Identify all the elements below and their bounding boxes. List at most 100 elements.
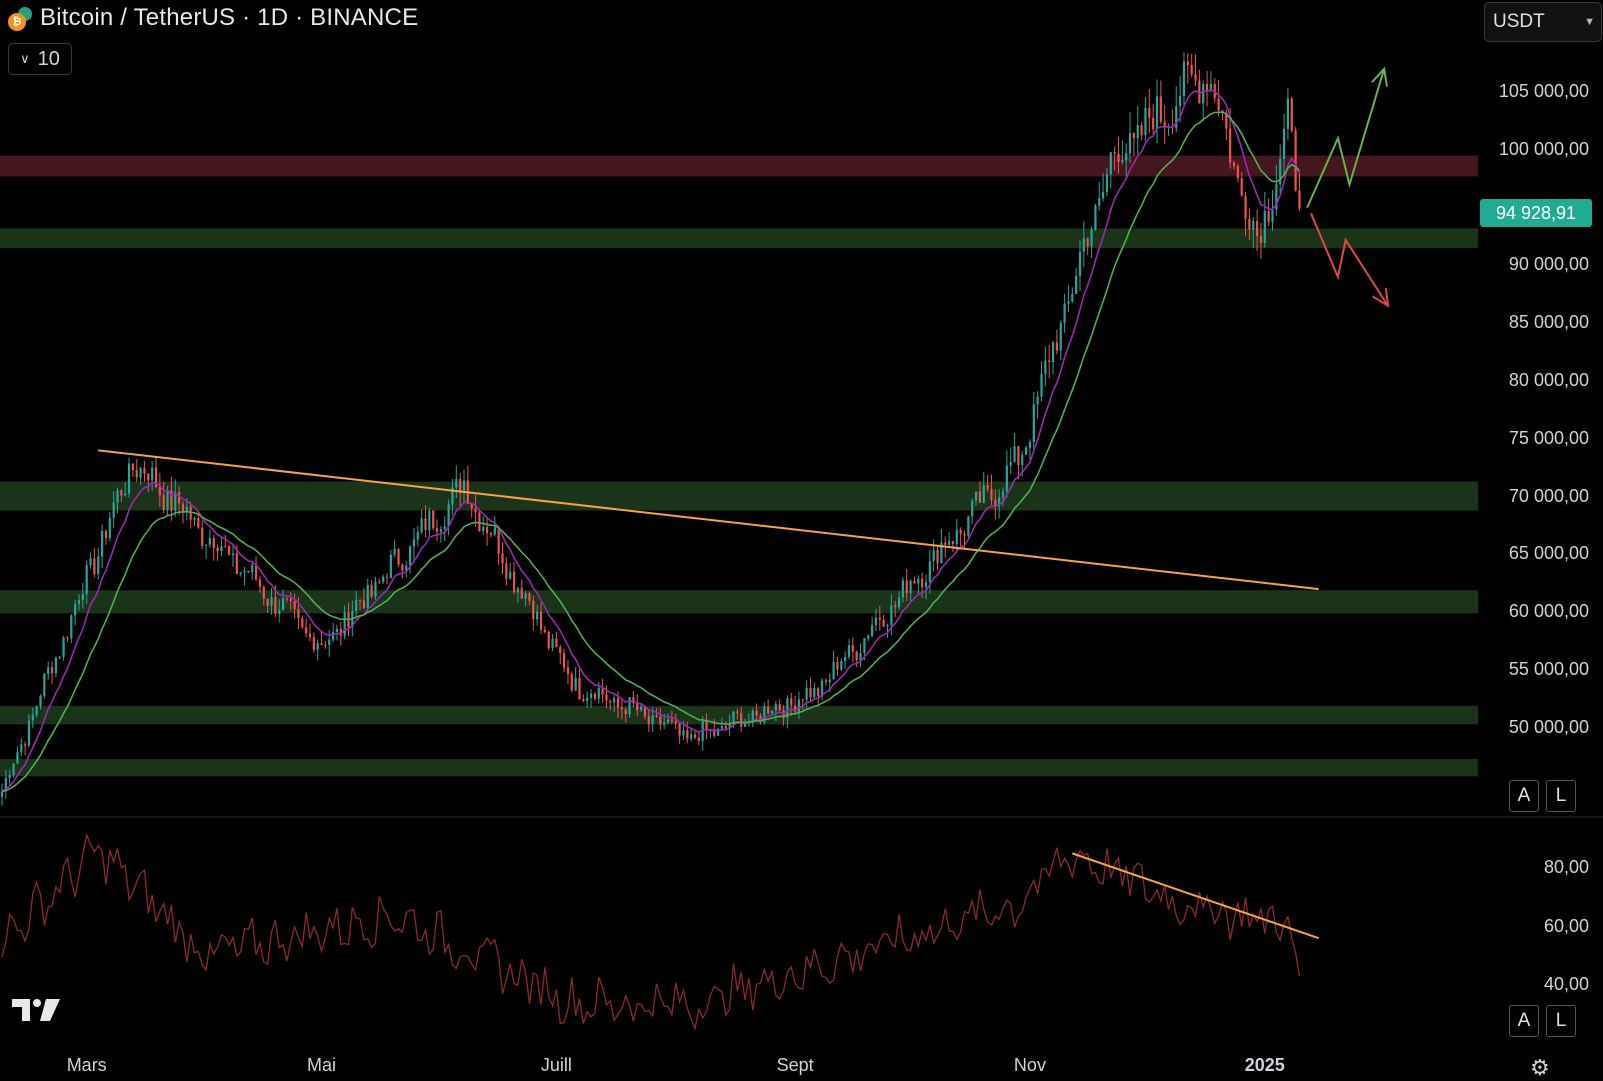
- candle-body: [759, 715, 762, 723]
- candle-body: [320, 643, 323, 645]
- candle: [420, 509, 423, 535]
- candle-body: [358, 599, 362, 601]
- candle: [174, 479, 177, 517]
- candle-body: [1209, 84, 1212, 91]
- candle: [1290, 96, 1293, 133]
- currency-select[interactable]: USDT ▼: [1484, 2, 1602, 42]
- candle: [871, 616, 874, 638]
- drawings-layer: [98, 66, 1390, 591]
- candle-body: [1179, 96, 1182, 106]
- candle-body: [755, 710, 758, 716]
- candle-body: [539, 611, 543, 630]
- candle-body: [524, 593, 527, 599]
- candle-body: [828, 679, 831, 683]
- candle: [1051, 340, 1055, 375]
- candle: [647, 709, 650, 732]
- tradingview-logo-icon[interactable]: [12, 997, 62, 1023]
- candle-body: [974, 491, 978, 501]
- candle-body: [774, 704, 777, 711]
- candle: [1105, 168, 1109, 197]
- candle: [693, 729, 697, 740]
- candle-body: [1136, 125, 1139, 139]
- candle: [547, 630, 550, 651]
- candle-body: [786, 698, 789, 718]
- candle: [1086, 237, 1089, 256]
- candle: [613, 695, 616, 713]
- candle-body: [701, 721, 704, 742]
- candle: [389, 550, 392, 579]
- candle: [1128, 112, 1132, 163]
- candle: [932, 539, 935, 572]
- candle-body: [297, 609, 300, 619]
- candle: [1271, 190, 1274, 231]
- candle: [1279, 144, 1282, 196]
- candle: [1055, 329, 1058, 355]
- candle: [1267, 198, 1270, 227]
- candle-body: [932, 550, 935, 562]
- log-scale-button[interactable]: L: [1546, 780, 1576, 812]
- candle-body: [951, 541, 955, 544]
- candle-body: [998, 497, 1001, 507]
- settings-gear-icon[interactable]: ⚙: [1530, 1055, 1550, 1080]
- candle: [917, 575, 920, 595]
- candle: [8, 769, 11, 787]
- rsi-log-scale-button[interactable]: L: [1546, 1005, 1576, 1037]
- candle: [543, 626, 546, 634]
- candle-body: [270, 597, 273, 606]
- candle-body: [836, 661, 839, 670]
- candle: [555, 631, 558, 648]
- candle: [986, 475, 989, 493]
- price-axis-label: 105 000,00: [1498, 81, 1589, 101]
- candle: [451, 478, 454, 516]
- candle-body: [478, 512, 481, 532]
- candle-body: [928, 561, 931, 583]
- candle: [971, 498, 974, 524]
- candle: [1109, 152, 1112, 189]
- chevron-down-icon: ∨: [20, 51, 30, 66]
- candle: [820, 677, 824, 701]
- candle-body: [174, 492, 177, 511]
- candle-body: [1086, 238, 1089, 247]
- candle: [239, 572, 242, 577]
- candle: [1013, 433, 1016, 463]
- candle: [358, 599, 362, 611]
- candle-body: [316, 643, 319, 650]
- candle-body: [1217, 98, 1220, 111]
- candle-body: [4, 777, 7, 792]
- candle-body: [528, 593, 531, 601]
- candle: [1298, 172, 1301, 211]
- support-zone: [0, 759, 1478, 777]
- candle: [1028, 439, 1032, 460]
- indicator-collapse-button[interactable]: ∨ 10: [8, 43, 72, 75]
- candle-body: [520, 588, 523, 599]
- candle: [990, 474, 993, 506]
- candle-body: [39, 695, 42, 706]
- candle-body: [428, 510, 431, 530]
- candle-body: [420, 518, 423, 532]
- bullish-scenario-arrow: [1306, 68, 1386, 209]
- candle-body: [1236, 166, 1239, 179]
- candle-body: [740, 712, 743, 727]
- candle-body: [374, 581, 377, 597]
- candle-body: [74, 603, 77, 616]
- candle: [285, 596, 288, 603]
- candle-body: [986, 485, 989, 490]
- candle-body: [328, 639, 331, 645]
- rsi-auto-scale-button[interactable]: A: [1509, 1005, 1539, 1037]
- candle: [108, 512, 111, 541]
- candle: [674, 713, 677, 730]
- auto-scale-button[interactable]: A: [1509, 780, 1539, 812]
- candle-body: [640, 706, 643, 711]
- price-axis-label: 55 000,00: [1508, 659, 1589, 679]
- price-axis-label: 85 000,00: [1508, 312, 1589, 333]
- candle: [31, 707, 34, 728]
- candle: [632, 690, 635, 707]
- candle: [343, 605, 346, 640]
- candle-body: [1240, 178, 1243, 196]
- candle: [636, 693, 639, 717]
- candle-body: [343, 612, 346, 636]
- candle-body: [127, 463, 131, 494]
- candle: [717, 727, 720, 736]
